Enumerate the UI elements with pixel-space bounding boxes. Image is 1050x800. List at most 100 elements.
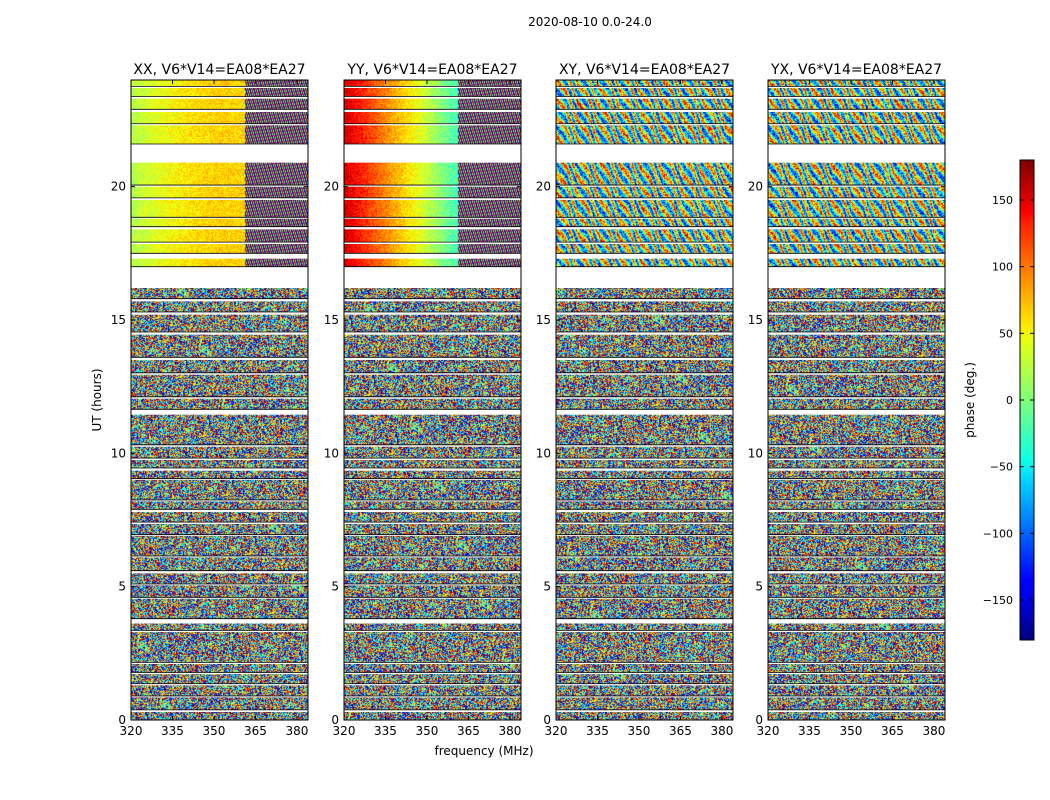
y-tick-label: 20 (324, 180, 339, 194)
flagged-band (344, 597, 521, 599)
phase-heatmap (344, 80, 521, 720)
flagged-band (344, 123, 521, 126)
x-tick-label: 335 (161, 724, 184, 738)
flagged-band (131, 109, 308, 112)
flagged-band (344, 86, 521, 88)
flagged-band (768, 444, 945, 447)
panel-frame (343, 79, 522, 721)
flagged-band (768, 509, 945, 512)
colorbar-ticks: 150 100 50 0 −50 −100 −150 (983, 194, 1034, 607)
y-tick-label: 20 (111, 180, 126, 194)
phase-heatmap (556, 80, 733, 720)
flagged-band (131, 409, 308, 415)
flagged-band (556, 217, 733, 219)
flagged-band (131, 332, 308, 335)
flagged-band (768, 396, 945, 399)
flagged-band (556, 409, 733, 415)
flagged-band (344, 226, 521, 230)
y-tick-label: 10 (111, 446, 126, 460)
flagged-band (768, 372, 945, 375)
flagged-band (344, 197, 521, 200)
panel-1: XX, V6*V14=EA08*EA27 320 335 350 365 380 0 5 10 1… (111, 62, 309, 738)
flagged-band (768, 226, 945, 230)
x-tick-label: 365 (457, 724, 480, 738)
flagged-band (131, 478, 308, 480)
flagged-band (768, 123, 945, 126)
flagged-band (344, 618, 521, 624)
x-tick-label: 335 (798, 724, 821, 738)
flagged-band (768, 266, 945, 288)
flagged-band (131, 522, 308, 524)
panel-title: XX, V6*V14=EA08*EA27 (133, 62, 305, 78)
flagged-band (131, 458, 308, 460)
flagged-band (344, 217, 521, 219)
flagged-band (768, 556, 945, 558)
x-axis-label: frequency (MHz) (434, 744, 533, 758)
flagged-band (768, 618, 945, 624)
flagged-band (131, 312, 308, 315)
flagged-band (768, 500, 945, 502)
flagged-band (556, 597, 733, 599)
flagged-band (131, 242, 308, 244)
flagged-band (556, 332, 733, 335)
flagged-band (768, 144, 945, 163)
flagged-band (556, 584, 733, 586)
flagged-band (344, 444, 521, 447)
flagged-band (344, 478, 521, 480)
flagged-band (131, 86, 308, 88)
flagged-band (768, 253, 945, 259)
colorbar-tick-label: −100 (983, 527, 1013, 540)
flagged-band (344, 312, 521, 315)
colorbar-label: phase (deg.) (963, 362, 977, 438)
y-tick-label: 0 (331, 713, 339, 727)
flagged-band (344, 357, 521, 360)
x-tick-label: 380 (710, 724, 733, 738)
flagged-band (556, 86, 733, 88)
flagged-band (768, 217, 945, 219)
flagged-band (131, 185, 308, 187)
flagged-band (768, 185, 945, 187)
flagged-band (344, 458, 521, 460)
flagged-band (556, 357, 733, 360)
x-tick-label: 350 (628, 724, 651, 738)
flagged-band (131, 500, 308, 502)
flagged-band (556, 662, 733, 664)
flagged-band (344, 584, 521, 586)
flagged-band (556, 298, 733, 302)
flagged-band (556, 144, 733, 163)
flagged-band (344, 672, 521, 675)
y-tick-label: 0 (755, 713, 763, 727)
flagged-band (131, 662, 308, 664)
y-tick-label: 5 (118, 580, 126, 594)
flagged-band (131, 630, 308, 632)
flagged-band (131, 696, 308, 698)
flagged-band (131, 597, 308, 599)
flagged-band (344, 144, 521, 163)
flagged-band (344, 409, 521, 415)
flagged-band (556, 242, 733, 244)
flagged-band (768, 332, 945, 335)
panel-frame (767, 79, 946, 721)
y-tick-label: 0 (118, 713, 126, 727)
flagged-band (344, 683, 521, 686)
flagged-band (344, 185, 521, 187)
flagged-band (768, 96, 945, 99)
flagged-band (131, 509, 308, 512)
flagged-band (768, 478, 945, 480)
x-tick-label: 350 (840, 724, 863, 738)
x-tick-label: 320 (120, 724, 143, 738)
panel-title: XY, V6*V14=EA08*EA27 (559, 62, 730, 78)
flagged-band (556, 672, 733, 675)
flagged-band (556, 696, 733, 698)
flagged-band (344, 522, 521, 524)
flagged-band (344, 500, 521, 502)
flagged-band (768, 242, 945, 244)
y-tick-label: 10 (324, 446, 339, 460)
flagged-band (131, 197, 308, 200)
panel-title: YY, V6*V14=EA08*EA27 (346, 62, 517, 78)
flagged-band (344, 109, 521, 112)
flagged-band (344, 709, 521, 712)
flagged-band (131, 217, 308, 219)
flagged-band (768, 672, 945, 675)
